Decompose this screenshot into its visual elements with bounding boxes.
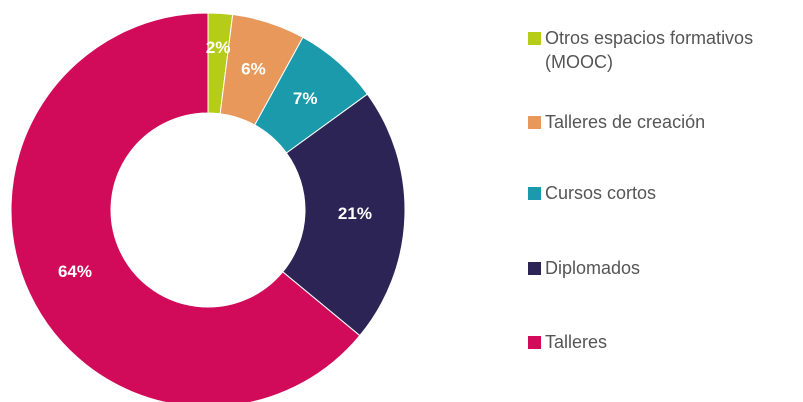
data-label: 21% <box>338 204 372 223</box>
donut-slice <box>282 93 406 337</box>
legend-swatch <box>528 336 541 349</box>
legend-item: Cursos cortos <box>528 181 803 205</box>
legend-swatch <box>528 187 541 200</box>
legend-swatch <box>528 32 541 45</box>
legend-label: Talleres <box>545 332 608 352</box>
legend-swatch <box>528 262 541 275</box>
legend-item: Talleres <box>528 330 803 354</box>
legend-label: Diplomados <box>545 258 641 278</box>
data-label: 64% <box>58 262 92 281</box>
legend-label: Otros espacios formativos (MOOC) <box>545 28 754 72</box>
legend-item: Diplomados <box>528 256 803 280</box>
legend-swatch <box>528 116 541 129</box>
data-label: 7% <box>293 89 318 108</box>
legend-item: Talleres de creación <box>528 110 803 134</box>
data-label: 2% <box>206 38 231 57</box>
legend-item: Otros espacios formativos (MOOC) <box>528 26 803 74</box>
data-label: 6% <box>241 60 266 79</box>
legend-label: Cursos cortos <box>545 183 657 203</box>
donut-slice <box>10 12 361 402</box>
legend-label: Talleres de creación <box>545 112 706 132</box>
